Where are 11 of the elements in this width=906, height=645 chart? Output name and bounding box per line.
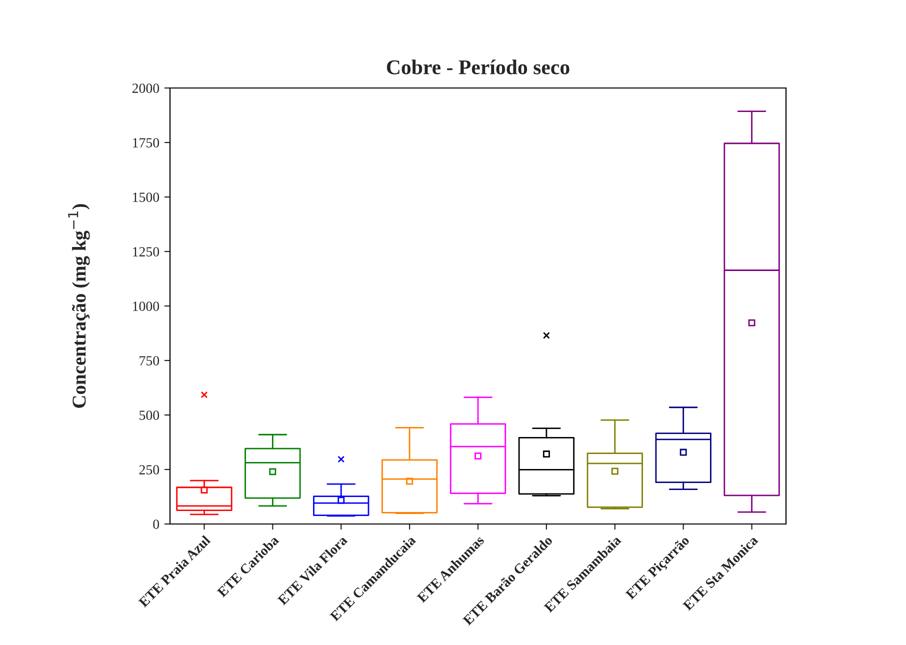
- y-tick-label: 2000: [132, 84, 160, 93]
- y-tick-label: 500: [140, 410, 160, 420]
- y-tick-label: 0: [153, 520, 160, 529]
- y-tick-label: 1500: [133, 192, 160, 202]
- y-tick-label: 1250: [133, 247, 160, 256]
- y-tick-label: 750: [140, 356, 160, 366]
- y-tick-label: 1750: [133, 138, 160, 148]
- y-tick-label: 1000: [133, 302, 160, 311]
- y-axis-title: Concentração (mg kg$^{−1}$): [68, 204, 90, 408]
- chart-title: Cobre - Período seco: [386, 60, 570, 74]
- y-tick-label: 250: [139, 465, 160, 474]
